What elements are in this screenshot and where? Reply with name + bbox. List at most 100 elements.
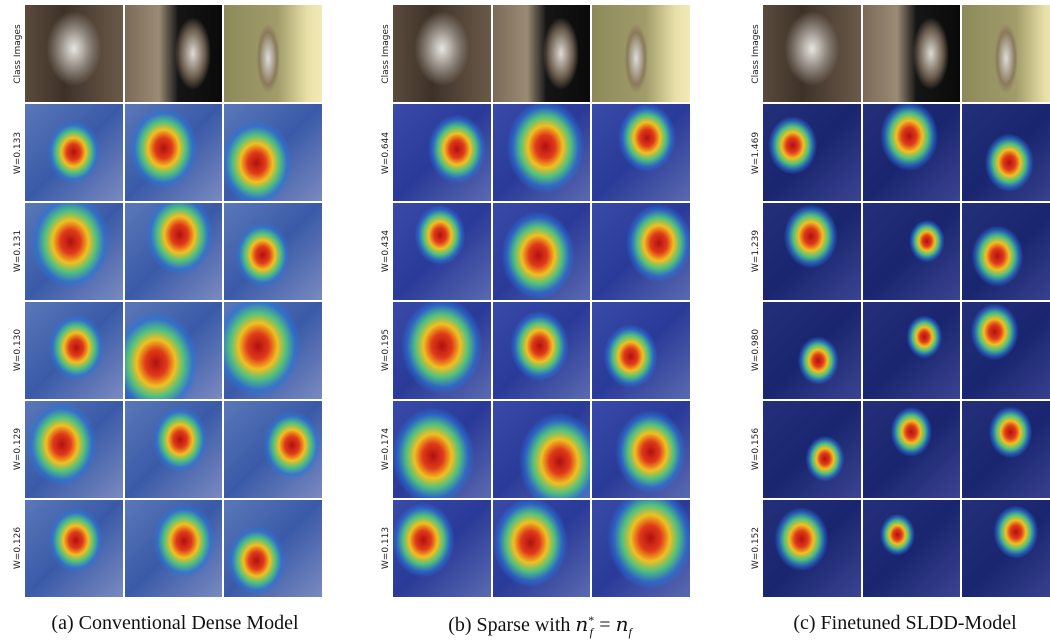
heatmap-image — [393, 500, 491, 597]
row-label-text: W=0.126 — [13, 526, 23, 568]
row-label-text: W=0.133 — [13, 132, 23, 174]
heatmap-image — [863, 203, 961, 300]
heatmap-image — [125, 401, 223, 498]
heatmap-image — [863, 104, 961, 201]
heatmap-image — [962, 104, 1050, 201]
heatmap-image — [592, 401, 690, 498]
heatmap-image — [25, 203, 123, 300]
heatmap-image — [25, 500, 123, 597]
row-label: W=0.130 — [11, 301, 25, 399]
heatmap-image — [763, 401, 861, 498]
heatmap-image — [224, 104, 322, 201]
class-image — [763, 5, 861, 102]
heatmap-image — [25, 401, 123, 498]
row-label-text: W=0.152 — [751, 526, 761, 568]
heatmap-image — [224, 500, 322, 597]
caption-text: (a) Conventional Dense Model — [51, 612, 298, 634]
row-label: W=0.156 — [749, 400, 763, 498]
class-image — [25, 5, 123, 102]
row-label-text: Class Images — [381, 24, 391, 83]
row-label-text: W=0.130 — [13, 329, 23, 371]
math-base: n — [616, 612, 629, 636]
class-image — [393, 5, 491, 102]
heatmap-image — [125, 302, 223, 399]
row-label: W=0.113 — [379, 499, 393, 597]
row-label-text: W=1.239 — [751, 230, 761, 272]
caption: (b) Sparse with n*f = nf — [360, 612, 720, 640]
caption-text: (c) Finetuned SLDD-Model — [793, 612, 1016, 634]
row-label: Class Images — [749, 5, 763, 103]
row-label-text: Class Images — [13, 24, 23, 83]
row-label: W=0.434 — [379, 202, 393, 300]
heatmap-image — [763, 302, 861, 399]
row-label: Class Images — [11, 5, 25, 103]
math-scripts: *f — [588, 614, 594, 638]
heatmap-image — [962, 401, 1050, 498]
math-base: n — [575, 612, 588, 636]
heatmap-image — [592, 104, 690, 201]
math-relation: = — [599, 614, 610, 636]
heatmap-image — [863, 302, 961, 399]
class-image — [592, 5, 690, 102]
math-sub: f — [588, 626, 594, 638]
row-label: W=0.129 — [11, 400, 25, 498]
class-image — [493, 5, 591, 102]
heatmap-image — [493, 500, 591, 597]
heatmap-image — [493, 401, 591, 498]
heatmap-image — [592, 500, 690, 597]
row-label-text: Class Images — [751, 24, 761, 83]
row-label-text: W=0.113 — [381, 526, 391, 568]
heatmap-image — [763, 104, 861, 201]
panel: Class Images W=0.133 W=0.131 W=0.130 W=0.129… — [11, 5, 323, 597]
heatmap-image — [763, 203, 861, 300]
heatmap-image — [393, 302, 491, 399]
row-label: W=0.131 — [11, 202, 25, 300]
row-label-text: W=0.195 — [381, 329, 391, 371]
class-image — [224, 5, 322, 102]
heatmap-image — [393, 401, 491, 498]
heatmap-image — [962, 500, 1050, 597]
caption: (a) Conventional Dense Model — [0, 612, 355, 635]
heatmap-image — [863, 401, 961, 498]
row-label-text: W=0.434 — [381, 230, 391, 272]
row-label: W=0.152 — [749, 499, 763, 597]
row-label: Class Images — [379, 5, 393, 103]
heatmap-image — [592, 302, 690, 399]
heatmap-image — [493, 203, 591, 300]
heatmap-image — [224, 401, 322, 498]
row-label-text: W=0.129 — [13, 428, 23, 470]
heatmap-image — [863, 500, 961, 597]
class-image — [962, 5, 1050, 102]
row-label-text: W=0.980 — [751, 329, 761, 371]
image-grid — [763, 5, 1050, 597]
image-grid — [25, 5, 322, 597]
row-label: W=0.980 — [749, 301, 763, 399]
heatmap-image — [763, 500, 861, 597]
row-label: W=0.126 — [11, 499, 25, 597]
class-image — [125, 5, 223, 102]
caption: (c) Finetuned SLDD-Model — [725, 612, 1050, 635]
heatmap-image — [25, 104, 123, 201]
heatmap-image — [393, 104, 491, 201]
heatmap-image — [592, 203, 690, 300]
panel: Class Images W=0.644 W=0.434 W=0.195 W=0.174… — [379, 5, 691, 597]
image-grid — [393, 5, 690, 597]
row-label-text: W=0.174 — [381, 428, 391, 470]
heatmap-image — [125, 203, 223, 300]
heatmap-image — [493, 104, 591, 201]
class-image — [863, 5, 961, 102]
row-label: W=0.195 — [379, 301, 393, 399]
heatmap-image — [224, 302, 322, 399]
heatmap-image — [25, 302, 123, 399]
math-sub: f — [628, 625, 631, 639]
row-label: W=0.174 — [379, 400, 393, 498]
caption-text: (b) Sparse with — [448, 614, 570, 636]
heatmap-image — [125, 500, 223, 597]
row-label-text: W=1.469 — [751, 132, 761, 174]
panel: Class Images W=1.469 W=1.239 W=0.980 W=0.156… — [749, 5, 1050, 597]
row-label: W=0.133 — [11, 104, 25, 202]
row-label: W=1.469 — [749, 104, 763, 202]
heatmap-image — [962, 203, 1050, 300]
row-label-text: W=0.644 — [381, 132, 391, 174]
row-label: W=0.644 — [379, 104, 393, 202]
